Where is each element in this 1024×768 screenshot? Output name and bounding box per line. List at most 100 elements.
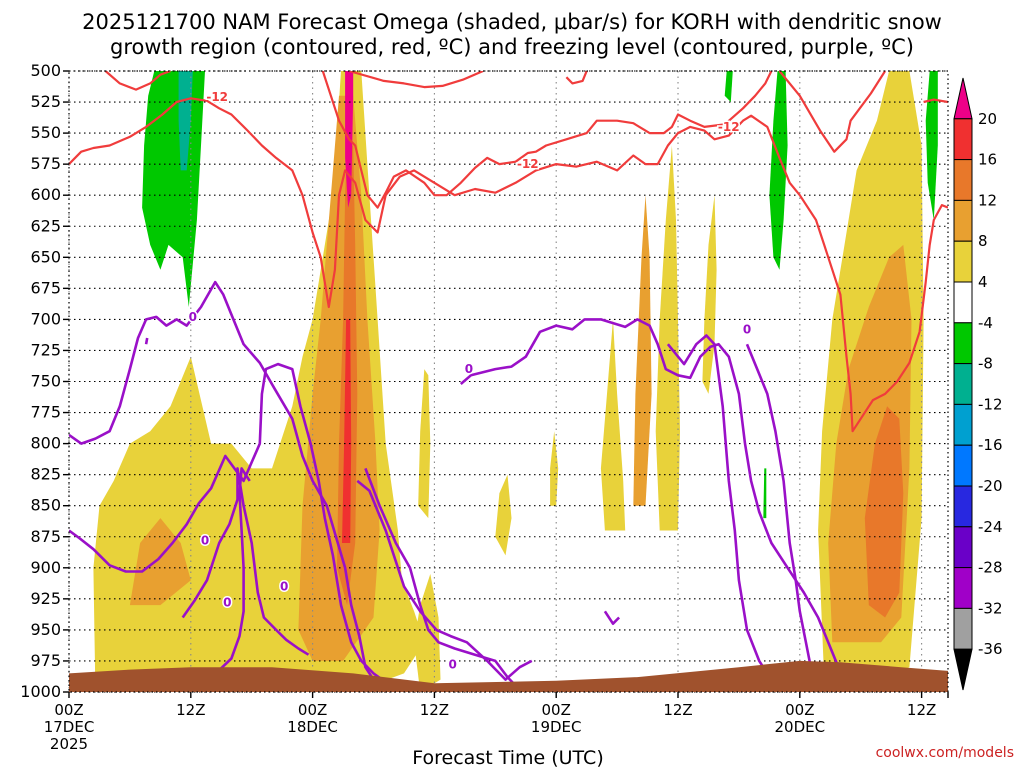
y-tick-label-17: 925 [30, 589, 61, 608]
colorbar-label-7: -12 [978, 395, 1003, 413]
colorbar: 20 16 12 8 4 -4 -8 -12 -16 -20 -24 -28 -32 -36 [953, 77, 1003, 691]
y-tick-label-20: 1000 [20, 682, 61, 701]
colorbar-label-6: -8 [978, 355, 993, 373]
colorbar-label-10: -24 [978, 518, 1003, 536]
dgz-contour-6 [923, 98, 948, 104]
colorbar-label-13: -36 [978, 640, 1003, 658]
y-tick-label-5: 625 [30, 216, 61, 235]
colorbar-swatch-13 [953, 607, 973, 650]
chart-title-line2: growth region (contoured, red, ºC) and f… [110, 35, 914, 59]
credit-text: coolwx.com/models [876, 745, 1014, 761]
x-tick-date-2: 18DEC [287, 718, 338, 736]
x-tick-label-7: 12Z [907, 701, 936, 719]
contour-label-layer: -12 -12 -12 0 0 0 0 0 0 0 [187, 89, 753, 674]
x-tick-label-3: 12Z [420, 701, 449, 719]
colorbar-swatch-3 [953, 199, 973, 242]
y-tick-label-19: 975 [30, 651, 61, 670]
freezing-contour-3 [202, 467, 251, 681]
omega-region-12 [702, 195, 717, 394]
omega-region-2 [298, 95, 380, 661]
colorbar-swatch-2 [953, 159, 973, 201]
colorbar-swatch-1 [953, 118, 973, 161]
x-tick-label-2: 00Z [298, 701, 327, 719]
freezing-contour-5 [356, 479, 533, 681]
x-axis-label: Forecast Time (UTC) [412, 747, 603, 768]
dgz-contour-4 [565, 71, 588, 85]
dgz-label-1: -12 [517, 157, 539, 171]
colorbar-swatch-12 [953, 567, 973, 609]
omega-region-16 [633, 195, 652, 506]
omega-region-10 [600, 319, 626, 531]
dgz-contour-0 [69, 97, 948, 433]
omega-region-17 [142, 71, 205, 307]
freezing-contour-layer [69, 280, 840, 692]
y-tick-label-7: 675 [30, 278, 61, 297]
colorbar-swatch-8 [953, 403, 973, 446]
omega-region-22 [763, 468, 767, 519]
y-tick-label-9: 725 [30, 340, 61, 359]
y-tick-label-6: 650 [30, 247, 61, 266]
colorbar-label-1: 16 [978, 151, 997, 169]
colorbar-label-0: 20 [978, 110, 997, 128]
omega-region-21 [925, 71, 938, 220]
dgz-contour-2 [321, 71, 773, 209]
x-tick-label-4: 00Z [542, 701, 571, 719]
freezing-contour-6 [459, 318, 840, 668]
colorbar-swatch-6 [953, 322, 973, 365]
freezing-label-0: 0 [189, 310, 197, 324]
colorbar-swatch-9 [953, 444, 973, 487]
x-tick-label-5: 12Z [663, 701, 692, 719]
omega-region-4 [342, 319, 352, 543]
colorbar-swatch-10 [953, 485, 973, 528]
x-tick-label-6: 00Z [785, 701, 814, 719]
omega-region-20 [769, 71, 788, 270]
axes-layer: 500 525 550 575 600 625 650 675 700 725 750 775 800 8… [20, 61, 949, 753]
colorbar-swatch-5 [953, 281, 973, 324]
colorbar-label-2: 12 [978, 191, 997, 209]
y-tick-label-13: 825 [30, 465, 61, 484]
freezing-label-3: 0 [280, 579, 288, 593]
y-tick-label-1: 525 [30, 92, 61, 111]
y-tick-label-11: 775 [30, 403, 61, 422]
colorbar-label-8: -16 [978, 436, 1003, 454]
omega-region-8 [495, 474, 512, 556]
freezing-label-6: 0 [743, 322, 751, 336]
colorbar-swatch-7 [953, 363, 973, 405]
x-tick-date-0: 17DEC [44, 718, 95, 736]
y-tick-label-18: 950 [30, 620, 61, 639]
freezing-label-2: 0 [223, 596, 231, 610]
omega-region-15 [864, 406, 904, 618]
y-tick-label-15: 875 [30, 527, 61, 546]
freezing-label-1: 0 [201, 533, 209, 547]
freezing-contour-0 [69, 362, 399, 692]
freezing-contour-7 [666, 334, 769, 675]
omega-region-19 [724, 71, 733, 102]
freezing-contour-10 [144, 337, 149, 345]
y-tick-label-4: 600 [30, 185, 61, 204]
dgz-contour-1 [104, 71, 171, 91]
omega-region-18 [178, 71, 193, 171]
colorbar-label-11: -28 [978, 559, 1003, 577]
freezing-label-5: 0 [448, 658, 456, 672]
freezing-contour-8 [745, 343, 820, 692]
plot-frame [68, 70, 949, 693]
dgz-contour-layer [69, 71, 948, 433]
x-tick-year-0: 2025 [50, 735, 88, 753]
x-tick-date-4: 19DEC [531, 718, 582, 736]
y-tick-label-12: 800 [30, 434, 61, 453]
y-tick-label-8: 700 [30, 309, 61, 328]
colorbar-swatch-11 [953, 526, 973, 569]
freezing-contour-9 [603, 610, 621, 626]
freezing-contour-2 [181, 467, 310, 656]
ground-layer [69, 660, 948, 692]
x-tick-date-6: 20DEC [775, 718, 826, 736]
x-tick-label-0: 00Z [54, 701, 83, 719]
omega-region-9 [550, 431, 559, 506]
colorbar-label-5: -4 [978, 314, 993, 332]
colorbar-label-4: 4 [978, 273, 988, 291]
dgz-contour-3 [348, 71, 484, 89]
omega-region-11 [655, 145, 680, 531]
dgz-label-0: -12 [206, 90, 228, 104]
